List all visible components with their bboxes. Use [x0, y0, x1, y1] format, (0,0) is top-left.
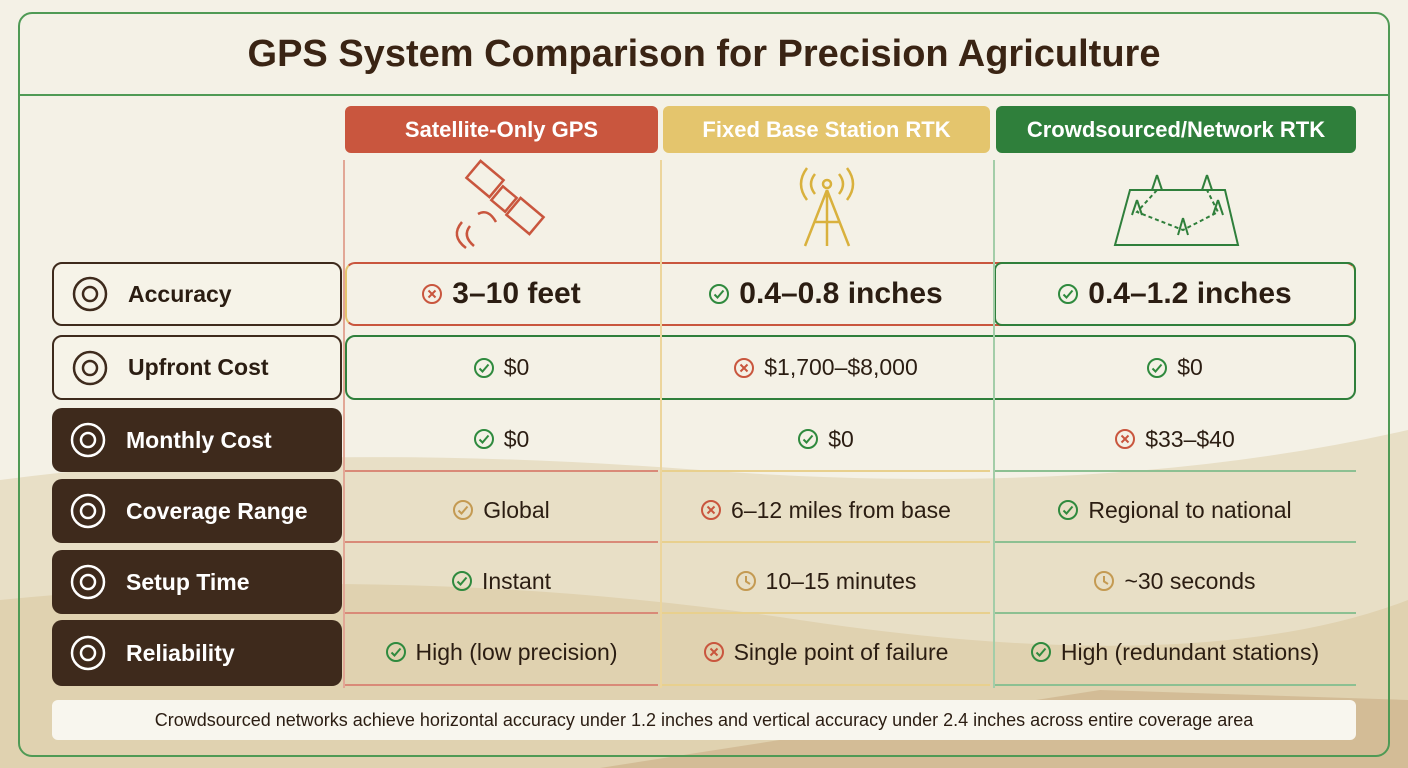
cell-text: Instant	[481, 567, 552, 594]
status-icon	[735, 571, 756, 591]
status-icon	[473, 429, 494, 449]
row-label-text: Coverage Range	[126, 497, 308, 524]
column-header: Crowdsourced/Network RTK	[996, 106, 1356, 153]
column-divider	[343, 160, 345, 688]
status-icon	[1030, 642, 1051, 662]
row-icon	[70, 564, 106, 600]
tower-icon	[799, 167, 855, 247]
cell-text: $0	[828, 425, 854, 452]
status-icon	[709, 284, 730, 304]
cell-text: ~30 seconds	[1124, 567, 1256, 594]
cell-text: Regional to national	[1088, 496, 1292, 523]
cell-text: $0	[503, 425, 530, 452]
cell: High (redundant stations)	[994, 620, 1356, 686]
status-icon	[703, 642, 724, 662]
column-divider	[993, 160, 995, 688]
column-header: Fixed Base Station RTK	[663, 106, 990, 153]
row-label: Accuracy	[52, 262, 342, 326]
row-icon	[70, 493, 106, 529]
cell: $0	[994, 335, 1356, 400]
row-icon	[70, 422, 106, 458]
frame	[18, 12, 1390, 757]
cell: Instant	[345, 550, 658, 614]
row-label-text: Setup Time	[126, 568, 250, 595]
row-label-text: Accuracy	[128, 280, 232, 307]
cell: ~30 seconds	[994, 550, 1356, 614]
row-outline	[345, 335, 1356, 400]
row-icon	[70, 635, 106, 671]
column-divider	[660, 160, 662, 688]
row-icon	[72, 276, 108, 312]
status-icon	[453, 500, 474, 520]
status-icon	[385, 642, 406, 662]
cell-text: 6–12 miles from base	[731, 496, 951, 523]
cell: $0	[345, 335, 658, 400]
cell-text: High (redundant stations)	[1060, 638, 1320, 665]
status-icon	[1147, 357, 1168, 378]
cell-text: Global	[483, 496, 550, 523]
cell-text: 3–10 feet	[452, 277, 581, 310]
cell: Global	[345, 479, 658, 543]
status-icon	[1058, 284, 1079, 304]
cell-text: $33–$40	[1145, 425, 1235, 452]
cell-text: $0	[1177, 354, 1203, 380]
cell: High (low precision)	[345, 620, 658, 686]
row-label-text: Upfront Cost	[128, 354, 269, 380]
cell-text: 0.4–1.2 inches	[1088, 277, 1292, 310]
cell: $0	[345, 408, 658, 472]
status-icon	[1094, 571, 1115, 591]
row-label: Setup Time	[52, 550, 342, 614]
cell: 3–10 feet	[345, 262, 658, 326]
row-label: Upfront Cost	[52, 335, 342, 400]
row-label: Coverage Range	[52, 479, 342, 543]
title: GPS System Comparison for Precision Agri…	[20, 14, 1388, 96]
status-icon	[734, 357, 755, 378]
cell-text: Single point of failure	[733, 638, 949, 665]
row-label-text: Reliability	[126, 639, 235, 666]
status-icon	[701, 500, 722, 520]
cell: 6–12 miles from base	[662, 479, 990, 543]
status-icon	[1115, 429, 1136, 449]
row-label: Monthly Cost	[52, 408, 342, 472]
status-icon	[798, 429, 819, 449]
highlight	[994, 262, 1356, 326]
cell: $0	[662, 408, 990, 472]
cell: 0.4–1.2 inches	[994, 262, 1356, 326]
cell-text: 0.4–0.8 inches	[739, 277, 943, 310]
cell: Regional to national	[994, 479, 1356, 543]
status-icon	[473, 357, 494, 378]
footnote: Crowdsourced networks achieve horizontal…	[52, 700, 1356, 740]
status-icon	[451, 571, 472, 591]
status-icon	[422, 284, 443, 304]
cell-text: $0	[503, 354, 530, 380]
satellite-icon	[455, 159, 546, 249]
cell: 10–15 minutes	[662, 550, 990, 614]
cell: 0.4–0.8 inches	[662, 262, 990, 326]
cell-text: $1,700–$8,000	[764, 354, 918, 380]
column-header: Satellite-Only GPS	[345, 106, 658, 153]
row-icon	[72, 350, 108, 385]
cell-text: High (low precision)	[415, 638, 618, 665]
row-label-text: Monthly Cost	[126, 426, 272, 453]
cell: $33–$40	[994, 408, 1356, 472]
cell: $1,700–$8,000	[662, 335, 990, 400]
row-label: Reliability	[52, 620, 342, 686]
cell-text: 10–15 minutes	[765, 567, 917, 594]
network-icon	[1113, 174, 1240, 246]
cell: Single point of failure	[662, 620, 990, 686]
status-icon	[1058, 500, 1079, 520]
